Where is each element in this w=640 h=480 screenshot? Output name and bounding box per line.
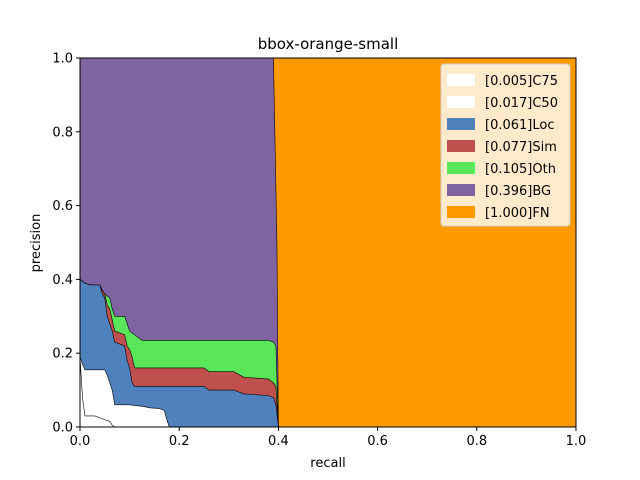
- legend-label: [0.005]C75: [485, 74, 558, 89]
- y-tick-label: 0.8: [52, 125, 73, 140]
- y-tick-label: 0.0: [52, 421, 73, 436]
- y-axis-label: precision: [29, 214, 44, 273]
- legend-label: [0.017]C50: [485, 96, 558, 111]
- legend-label: [0.077]Sim: [485, 140, 557, 155]
- legend-label: [0.061]Loc: [485, 118, 554, 133]
- x-axis-label: recall: [310, 456, 345, 471]
- legend-swatch: [447, 74, 475, 86]
- x-tick-label: 0.4: [268, 434, 289, 449]
- y-tick-label: 0.4: [52, 273, 73, 288]
- x-tick-label: 0.2: [169, 434, 190, 449]
- y-axis: 0.0 0.2 0.4 0.6 0.8 1.0: [52, 52, 80, 436]
- legend-swatch: [447, 118, 475, 130]
- x-tick-label: 0.0: [70, 434, 91, 449]
- legend-label: [1.000]FN: [485, 206, 550, 221]
- legend-swatch: [447, 184, 475, 196]
- x-axis: 0.0 0.2 0.4 0.6 0.8 1.0: [70, 427, 587, 449]
- legend-swatch: [447, 162, 475, 174]
- legend-label: [0.396]BG: [485, 184, 551, 199]
- legend: [0.005]C75 [0.017]C50 [0.061]Loc [0.077]Sim…: [440, 63, 571, 227]
- legend-swatch: [447, 96, 475, 108]
- y-tick-label: 0.2: [52, 347, 73, 362]
- x-tick-label: 0.6: [367, 434, 388, 449]
- area-series-5: [79, 356, 170, 428]
- area-series-6: [79, 356, 116, 428]
- legend-swatch: [447, 140, 475, 152]
- axes-frame: [79, 57, 577, 428]
- y-tick-label: 1.0: [52, 52, 73, 67]
- legend-swatch: [447, 206, 475, 218]
- x-tick-label: 0.8: [466, 434, 487, 449]
- y-tick-label: 0.6: [52, 199, 73, 214]
- x-tick-label: 1.0: [566, 434, 587, 449]
- legend-label: [0.105]Oth: [485, 162, 556, 177]
- chart-title: bbox-orange-small: [258, 35, 399, 53]
- area-series-4: [79, 279, 279, 428]
